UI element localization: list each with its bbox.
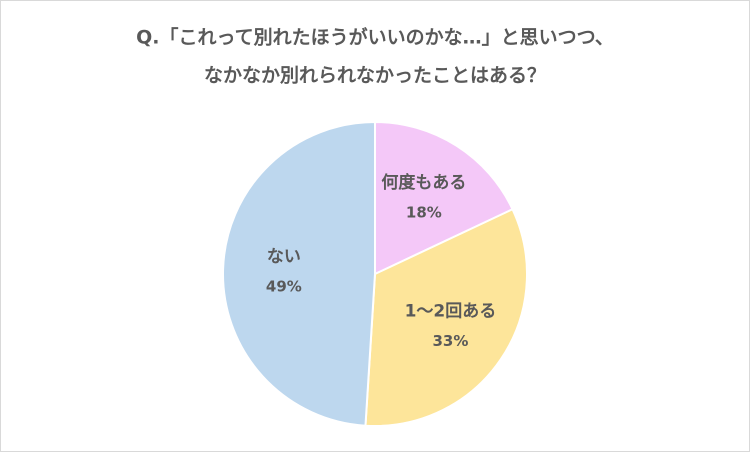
pie-slice xyxy=(374,120,514,276)
value-label: 49% xyxy=(266,278,302,296)
slice-label: 1～2回ある xyxy=(405,301,497,321)
chart-title: なかなか別れられなかったことはある？ xyxy=(204,65,546,87)
pie-slice xyxy=(222,120,376,427)
value-label: 18% xyxy=(406,203,442,221)
chart-title: Q.「これって別れたほうがいいのかな…」と思いつつ、 xyxy=(136,26,614,49)
pie-slice xyxy=(364,207,528,427)
slice-label: 何度もある xyxy=(381,172,466,193)
slice-label: ない xyxy=(267,247,301,267)
value-label: 33% xyxy=(432,332,468,350)
